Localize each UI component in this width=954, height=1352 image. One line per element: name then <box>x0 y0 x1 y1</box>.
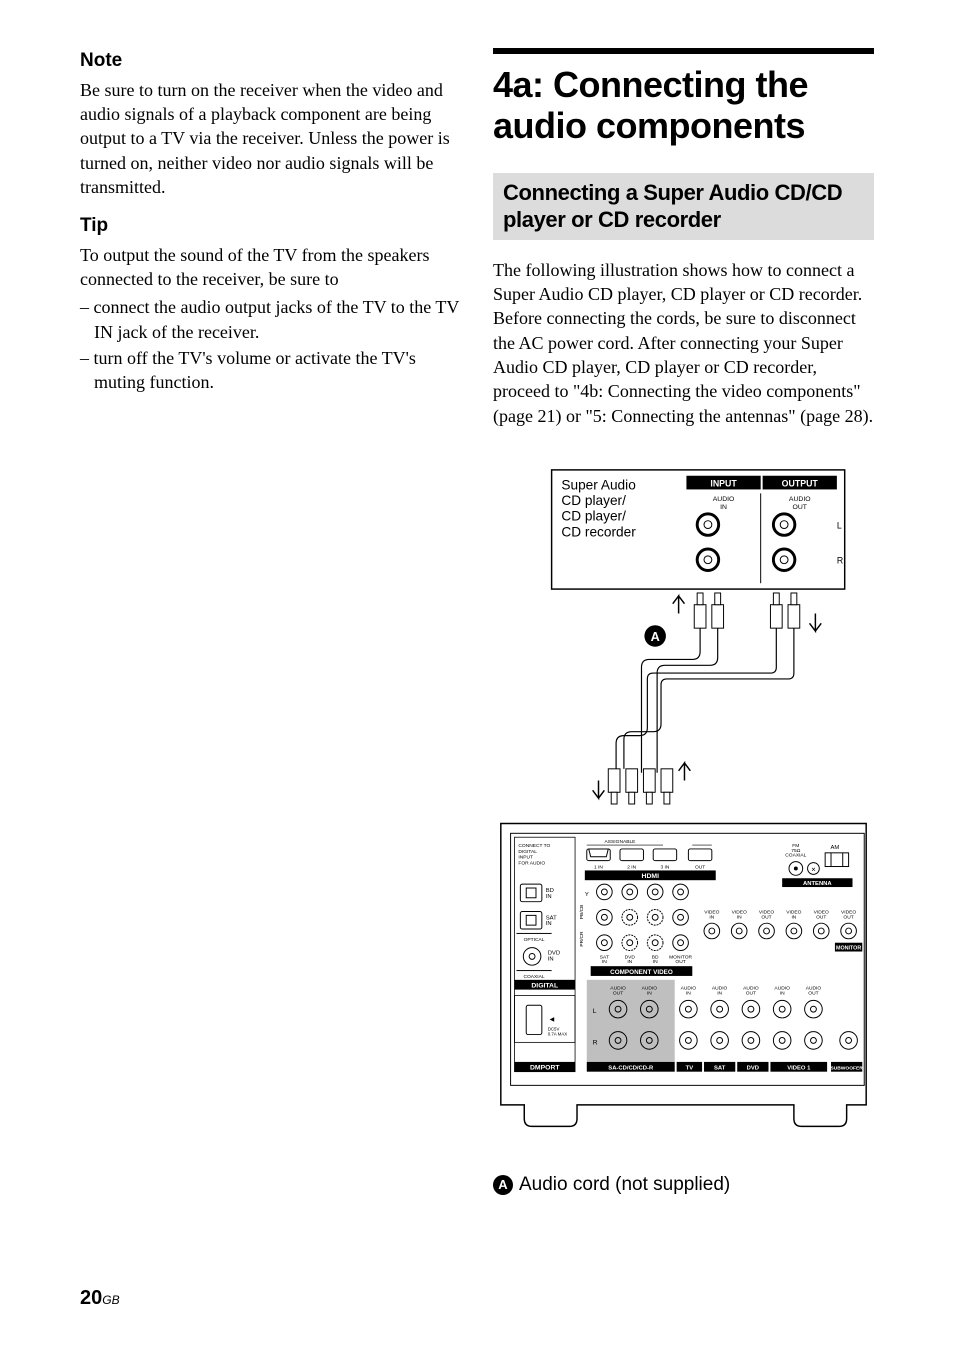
badge-a-icon: A <box>651 630 660 644</box>
svg-text:✕: ✕ <box>811 867 816 873</box>
svg-text:OPTICAL: OPTICAL <box>524 937 545 943</box>
receiver-panel: CONNECT TODIGITALINPUTFOR AUDIO BDIN SAT… <box>501 823 866 1126</box>
svg-text:TV: TV <box>686 1066 694 1072</box>
list-item: – connect the audio output jacks of the … <box>80 295 461 344</box>
svg-text:COMPONENT VIDEO: COMPONENT VIDEO <box>610 969 673 976</box>
svg-text:VIDEO 1: VIDEO 1 <box>787 1066 811 1072</box>
note-heading: Note <box>80 48 461 74</box>
svg-text:SA-CD/CD/CD-R: SA-CD/CD/CD-R <box>608 1066 654 1072</box>
svg-text:1 IN: 1 IN <box>594 864 603 870</box>
svg-text:DIGITAL: DIGITAL <box>531 983 558 990</box>
connection-diagram: Super Audio CD player/ CD player/ CD rec… <box>493 454 874 1154</box>
svg-text:L: L <box>593 1008 597 1015</box>
tip-list: – connect the audio output jacks of the … <box>80 295 461 394</box>
list-item: – turn off the TV's volume or activate t… <box>80 346 461 395</box>
svg-text:ASSIGNABLE: ASSIGNABLE <box>605 839 637 845</box>
svg-text:ANTENNA: ANTENNA <box>803 881 832 887</box>
svg-text:OUT: OUT <box>695 864 705 870</box>
svg-text:AM: AM <box>831 845 840 851</box>
tip-heading: Tip <box>80 213 461 239</box>
output-label: OUTPUT <box>782 478 819 488</box>
left-column: Note Be sure to turn on the receiver whe… <box>80 48 461 1198</box>
svg-text:MONITOR: MONITOR <box>836 945 861 951</box>
svg-text:Y: Y <box>585 892 589 898</box>
svg-text:COAXIAL: COAXIAL <box>523 974 544 980</box>
note-body: Be sure to turn on the receiver when the… <box>80 78 461 199</box>
svg-text:SUBWOOFER: SUBWOOFER <box>831 1066 864 1072</box>
svg-text:DVD: DVD <box>747 1066 759 1072</box>
device-label: Super Audio CD player/ CD player/ CD rec… <box>561 477 639 539</box>
section-title: 4a: Connecting the audio components <box>493 48 874 147</box>
subsection-title: Connecting a Super Audio CD/CD player or… <box>493 173 874 240</box>
svg-text:SAT: SAT <box>714 1066 726 1072</box>
svg-text:3 IN: 3 IN <box>660 864 669 870</box>
legend-badge-icon: A <box>493 1175 513 1195</box>
svg-text:2 IN: 2 IN <box>627 864 636 870</box>
right-column: 4a: Connecting the audio components Conn… <box>493 48 874 1198</box>
page-number: 20GB <box>80 1285 120 1312</box>
tip-body: To output the sound of the TV from the s… <box>80 243 461 292</box>
legend-text: Audio cord (not supplied) <box>519 1172 730 1198</box>
svg-text:R: R <box>593 1039 598 1046</box>
svg-text:L: L <box>837 520 842 530</box>
svg-text:PR/CR: PR/CR <box>579 931 585 947</box>
svg-text:R: R <box>837 556 843 566</box>
input-label: INPUT <box>710 478 737 488</box>
svg-text:◀: ◀ <box>550 1017 555 1023</box>
svg-text:PB/CB: PB/CB <box>579 904 585 919</box>
svg-text:DMPORT: DMPORT <box>530 1065 560 1072</box>
cable-plugs <box>694 593 800 628</box>
section-body: The following illustration shows how to … <box>493 258 874 428</box>
diagram-legend: A Audio cord (not supplied) <box>493 1172 874 1198</box>
svg-text:HDMI: HDMI <box>642 873 660 880</box>
